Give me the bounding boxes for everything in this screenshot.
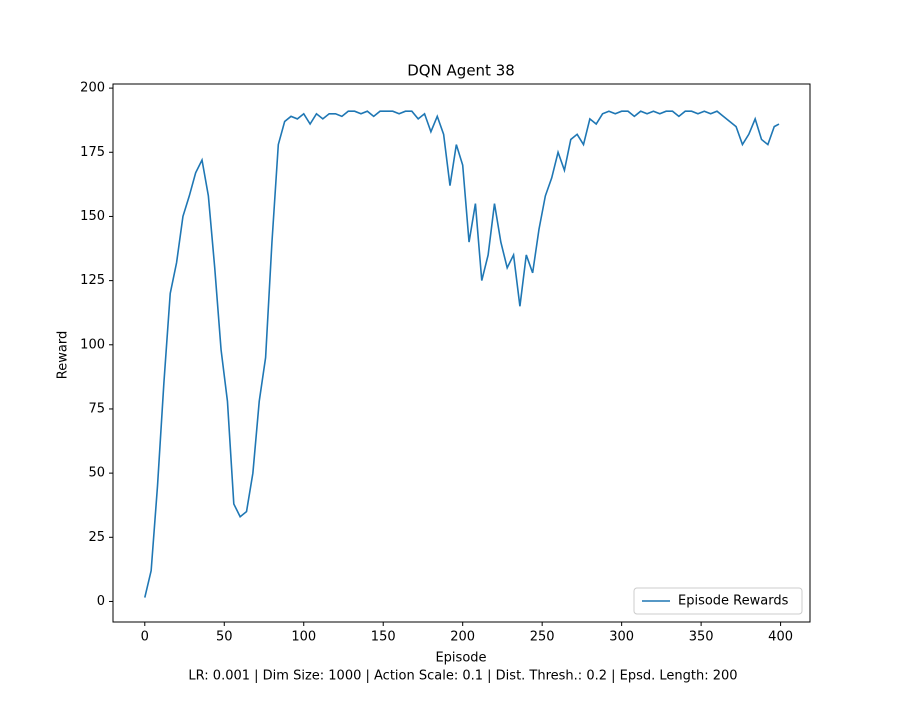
y-tick-label: 50 bbox=[88, 466, 105, 481]
x-tick-label: 0 bbox=[141, 630, 149, 645]
legend-label: Episode Rewards bbox=[678, 594, 789, 609]
x-tick-label: 150 bbox=[371, 630, 396, 645]
x-tick-label: 250 bbox=[530, 630, 555, 645]
legend-box bbox=[633, 587, 803, 615]
data-line bbox=[144, 110, 780, 598]
y-tick-label: 175 bbox=[80, 145, 105, 160]
y-tick-label: 100 bbox=[80, 337, 105, 352]
y-tick-label: 0 bbox=[97, 594, 105, 609]
y-tick-label: 200 bbox=[80, 81, 105, 96]
y-tick-label: 150 bbox=[80, 209, 105, 224]
x-tick-label: 400 bbox=[768, 630, 793, 645]
chart-title: DQN Agent 38 bbox=[407, 62, 515, 80]
x-tick-label: 50 bbox=[216, 630, 233, 645]
plot-frame bbox=[112, 83, 811, 623]
x-tick-label: 200 bbox=[450, 630, 475, 645]
x-tick-label: 300 bbox=[609, 630, 634, 645]
y-tick-label: 25 bbox=[88, 530, 105, 545]
y-axis-label: Reward bbox=[56, 331, 71, 379]
caption: LR: 0.001 | Dim Size: 1000 | Action Scal… bbox=[188, 669, 737, 684]
x-tick-label: 350 bbox=[689, 630, 714, 645]
y-tick-label: 75 bbox=[88, 401, 105, 416]
y-tick-label: 125 bbox=[80, 273, 105, 288]
x-tick-label: 100 bbox=[291, 630, 316, 645]
x-axis-label: Episode bbox=[435, 651, 486, 666]
